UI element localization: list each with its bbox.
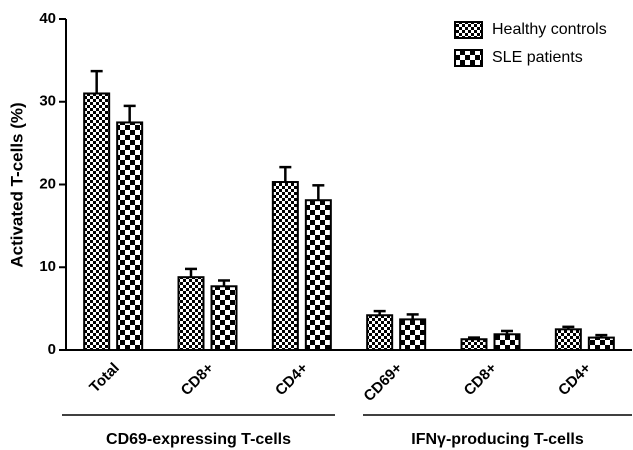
error-bar xyxy=(562,325,575,330)
error-bar xyxy=(123,104,136,123)
legend-swatch xyxy=(454,49,483,67)
error-bar xyxy=(595,333,608,338)
group-label: IFNγ-producing T-cells xyxy=(411,431,584,448)
x-tick-label: CD4+ xyxy=(555,359,595,399)
x-tick-label: CD4+ xyxy=(272,359,312,399)
error-bar xyxy=(185,267,197,278)
error-bar xyxy=(90,69,103,94)
bar xyxy=(116,121,144,351)
bar xyxy=(366,314,394,351)
error-bar xyxy=(218,279,230,287)
group-label: CD69-expressing T-cells xyxy=(106,431,291,448)
y-tick-label: 10 xyxy=(39,258,56,275)
bar xyxy=(83,92,111,351)
error-bar xyxy=(501,329,513,335)
error-bar xyxy=(406,313,419,320)
x-tick-label: CD8+ xyxy=(178,359,218,399)
bar xyxy=(271,181,299,351)
bar xyxy=(493,333,521,351)
bar xyxy=(399,318,427,352)
x-tick-label: Total xyxy=(86,360,123,397)
error-bar xyxy=(279,165,292,183)
x-tick-label: CD69+ xyxy=(360,359,406,405)
y-tick-label: 40 xyxy=(39,10,56,27)
y-tick-label: 30 xyxy=(39,93,56,110)
bar xyxy=(210,285,238,351)
bar xyxy=(177,276,205,351)
bar xyxy=(304,199,332,351)
error-bar xyxy=(468,336,480,340)
y-axis-label: Activated T-cells (%) xyxy=(7,102,26,267)
error-bar xyxy=(373,309,386,316)
x-tick-label: CD8+ xyxy=(461,359,501,399)
y-tick-label: 0 xyxy=(48,341,56,358)
bar xyxy=(587,336,615,351)
bar xyxy=(554,328,582,351)
bar xyxy=(460,338,488,351)
legend-label: Healthy controls xyxy=(492,21,607,38)
legend-label: SLE patients xyxy=(492,49,583,66)
error-bar xyxy=(312,184,325,201)
y-tick-label: 20 xyxy=(39,175,56,192)
legend-swatch xyxy=(454,21,483,39)
